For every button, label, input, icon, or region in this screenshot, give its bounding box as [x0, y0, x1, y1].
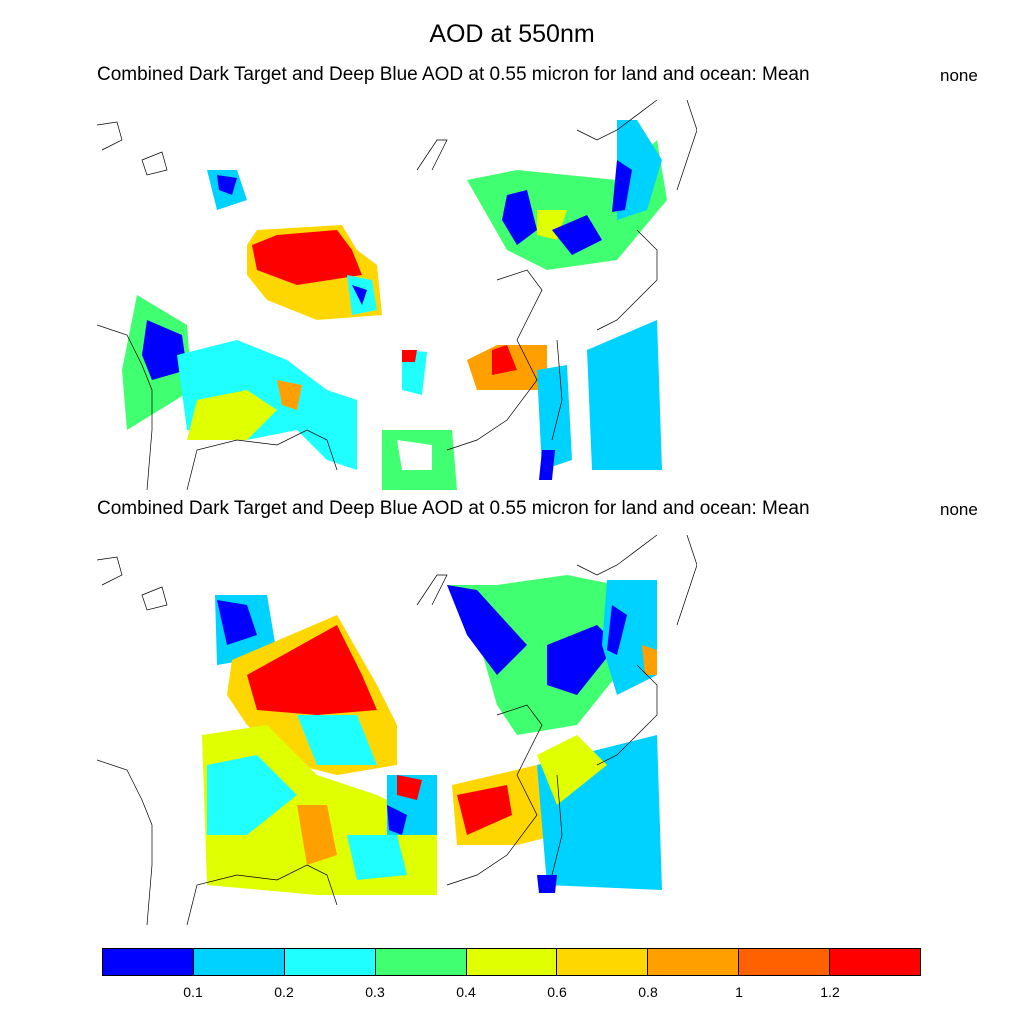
- panel-1-right-label: none: [940, 66, 978, 85]
- colorbar-swatch: [466, 949, 558, 975]
- colorbar-swatch: [193, 949, 285, 975]
- colorbar-tick-label: 0.3: [365, 984, 385, 1000]
- colorbar-swatch: [103, 949, 194, 975]
- colorbar-tick-label: 0.1: [183, 984, 203, 1000]
- colorbar-tick-label: 0.4: [456, 984, 476, 1000]
- aod-map-panel-2: [97, 535, 697, 925]
- colorbar-swatch: [830, 949, 921, 975]
- colorbar-tick-label: 0.2: [274, 984, 294, 1000]
- colorbar-swatch: [557, 949, 649, 975]
- colorbar-swatch: [375, 949, 467, 975]
- colorbar-swatch: [739, 949, 831, 975]
- colorbar-tick-label: 1.2: [820, 984, 840, 1000]
- figure-title: AOD at 550nm: [429, 20, 595, 48]
- coastlines: [97, 535, 697, 925]
- colorbar-tick-label: 0.8: [638, 984, 658, 1000]
- panel-1-subtitle: Combined Dark Target and Deep Blue AOD a…: [97, 64, 810, 85]
- coastlines: [97, 100, 697, 490]
- colorbar: [102, 948, 921, 976]
- panel-2-subtitle: Combined Dark Target and Deep Blue AOD a…: [97, 498, 810, 519]
- aod-field: [122, 120, 667, 490]
- aod-field: [202, 575, 662, 895]
- colorbar-tick-label: 0.6: [547, 984, 567, 1000]
- panel-2-right-label: none: [940, 500, 978, 519]
- aod-map-panel-1: [97, 100, 697, 490]
- colorbar-tick-label: 1: [735, 984, 743, 1000]
- colorbar-swatch: [648, 949, 740, 975]
- colorbar-swatch: [284, 949, 376, 975]
